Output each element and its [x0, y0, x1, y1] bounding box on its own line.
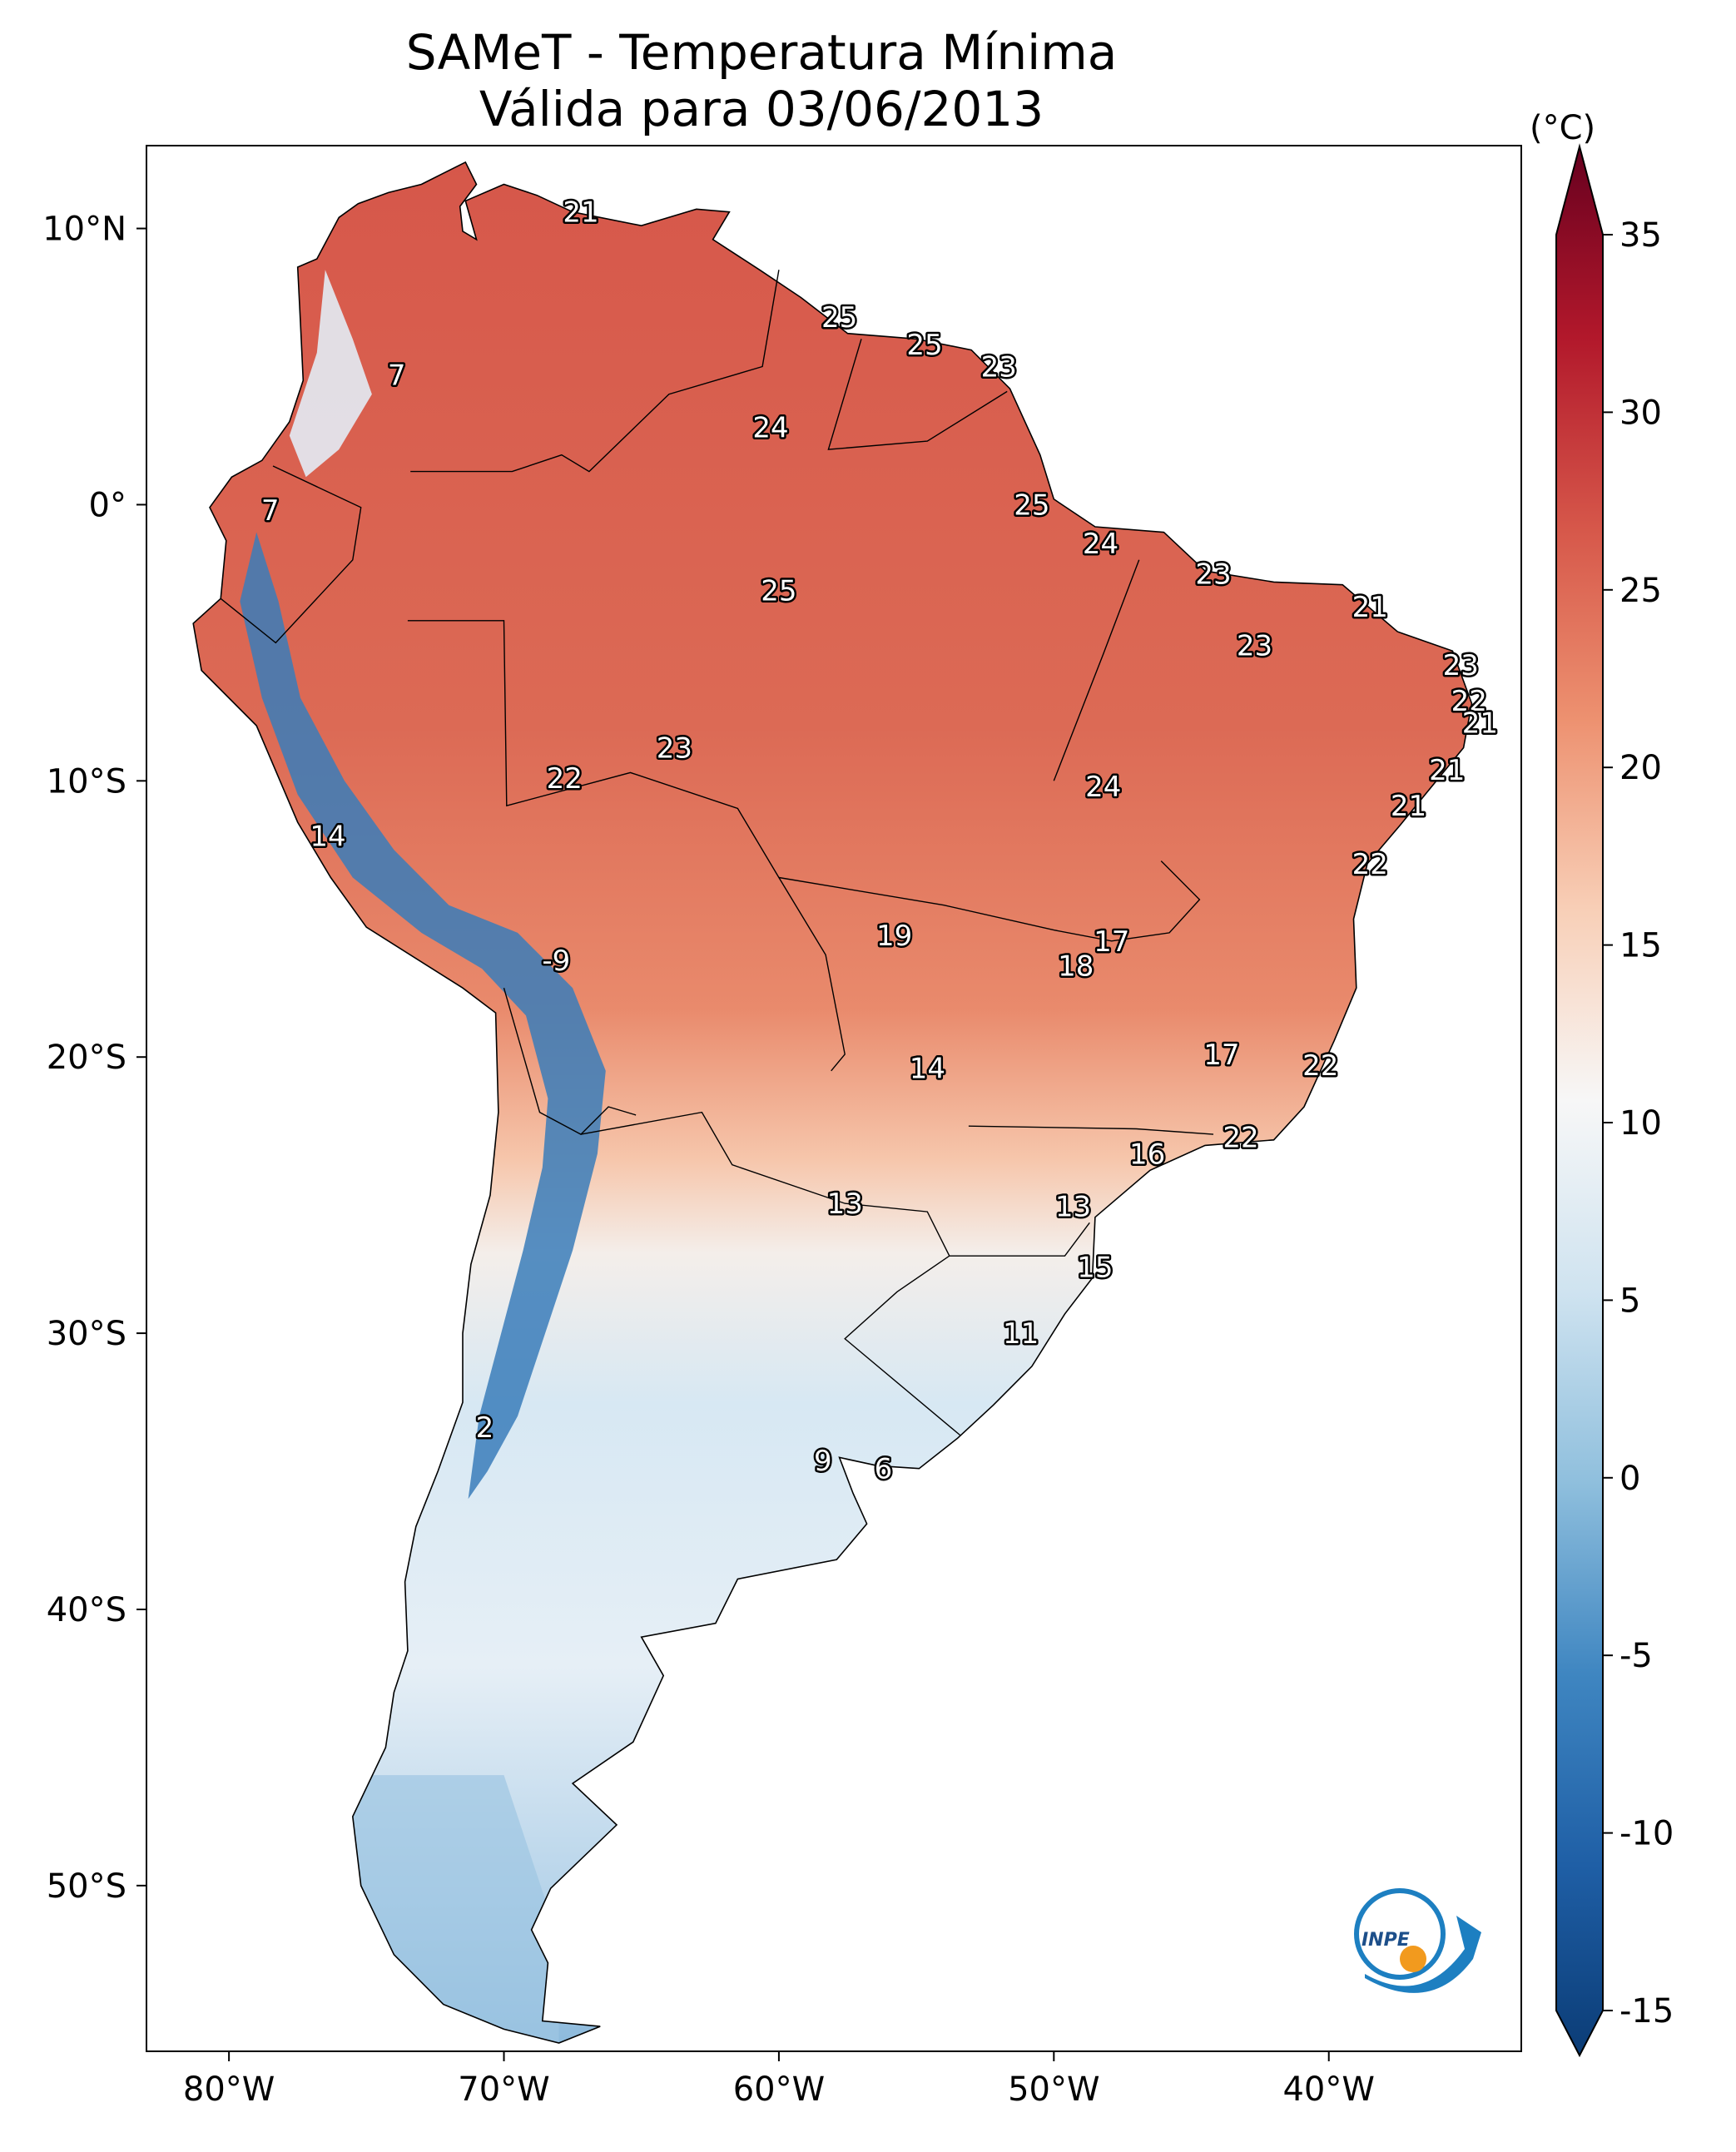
station-value-label: 2 — [476, 1411, 494, 1445]
lat-tick-label: 10°S — [47, 762, 126, 801]
colorbar-tick-label: 30 — [1619, 394, 1662, 432]
border-line — [407, 620, 846, 1072]
logo-text: INPE — [1362, 1930, 1410, 1951]
border-line — [580, 1111, 961, 1436]
coastline — [192, 161, 1473, 2044]
lat-tick-label: 20°S — [47, 1039, 126, 1077]
station-value-label: 13 — [827, 1188, 863, 1221]
station-value-label: 22 — [1352, 848, 1388, 881]
lat-tick-label: 40°S — [47, 1591, 126, 1629]
station-value-label: 25 — [821, 301, 857, 335]
border-line — [949, 1222, 1090, 1257]
border-line — [410, 270, 780, 473]
station-value-label: 21 — [563, 196, 598, 230]
station-value-label: 23 — [981, 351, 1017, 384]
station-value-label: 13 — [1055, 1190, 1091, 1223]
temperature-field — [193, 161, 1472, 2044]
border-line — [220, 465, 362, 644]
station-value-label: 7 — [261, 494, 280, 528]
station-value-label: 7 — [388, 359, 406, 392]
station-value-label: 23 — [1237, 630, 1272, 663]
lon-tick-label: 60°W — [733, 2070, 825, 2109]
station-value-label: 21 — [1391, 790, 1426, 823]
border-line — [503, 988, 637, 1135]
station-value-label: 18 — [1058, 950, 1094, 984]
station-value-label: 21 — [1462, 707, 1498, 741]
lon-tick-label: 50°W — [1008, 2070, 1099, 2109]
station-value-label: -9 — [542, 945, 570, 978]
station-value-label: 21 — [1352, 591, 1388, 624]
andes-cold-zone — [240, 532, 606, 1500]
colorbar-tick-label: -10 — [1619, 1815, 1674, 1853]
border-line — [968, 1125, 1214, 1135]
logo-orbit-icon — [1354, 1888, 1446, 1980]
station-value-label: 14 — [310, 821, 345, 854]
colorbar-tick-label: 15 — [1619, 927, 1662, 965]
logo-arrow-icon — [1365, 1916, 1481, 1993]
lon-tick-label: 40°W — [1282, 2070, 1374, 2109]
colorbar-tick-label: 20 — [1619, 749, 1662, 787]
inpe-logo: INPE — [1354, 1888, 1481, 1993]
station-value-label: 23 — [1195, 558, 1231, 591]
colorbar-tick-label: 5 — [1619, 1282, 1640, 1320]
land-mass — [193, 161, 1472, 2044]
logo-sun-icon — [1400, 1946, 1426, 1972]
station-value-label: 25 — [761, 574, 796, 607]
colorbar-tick-label: -5 — [1619, 1637, 1653, 1675]
station-value-label: 23 — [657, 732, 692, 766]
station-value-label: 9 — [814, 1445, 832, 1478]
station-value-label: 23 — [1443, 649, 1479, 682]
map-subtitle: Válida para 03/06/2013 — [479, 81, 1044, 137]
colorbar-tick-label: 10 — [1619, 1104, 1662, 1143]
station-value-label: 22 — [1302, 1049, 1338, 1083]
station-value-label: 25 — [1014, 488, 1049, 522]
border-line — [1053, 559, 1140, 781]
station-value-label: 24 — [1083, 528, 1118, 561]
station-value-label: 22 — [1451, 685, 1487, 718]
colorbar-tick-label: 0 — [1619, 1460, 1640, 1498]
colorbar: 35 30 25 20 15 10 5 0 -5 -10 -15 — [1555, 143, 1674, 2058]
colorbar-scale — [1555, 143, 1604, 2058]
northern-andes-cool-zone — [289, 270, 372, 478]
station-value-label: 14 — [910, 1052, 945, 1085]
colorbar-ticks: 35 30 25 20 15 10 5 0 -5 -10 -15 — [1603, 216, 1674, 2031]
station-value-label: 16 — [1129, 1138, 1165, 1171]
colorbar-tick-label: 35 — [1619, 216, 1662, 255]
station-value-label: 17 — [1094, 925, 1129, 959]
lat-tick-label: 50°S — [47, 1867, 126, 1906]
lat-tick-label: 10°N — [42, 211, 126, 249]
country-borders — [192, 161, 1473, 2044]
station-value-label: 19 — [876, 920, 912, 953]
colorbar-tick-label: -15 — [1619, 1992, 1674, 2031]
station-value-label: 21 — [1429, 754, 1465, 787]
border-line — [827, 339, 1008, 450]
colorbar-tick-label: 25 — [1619, 572, 1662, 610]
station-value-label: 24 — [752, 412, 788, 445]
latitude-ticks: 10°N 0° 10°S 20°S 30°S 40°S 50°S — [42, 211, 146, 1906]
border-line — [778, 860, 1201, 942]
station-value-label: 24 — [1085, 771, 1121, 804]
station-value-label: 17 — [1203, 1039, 1239, 1072]
lat-tick-label: 0° — [89, 486, 126, 524]
station-value-label: 25 — [906, 329, 942, 362]
lon-tick-label: 70°W — [458, 2070, 549, 2109]
lon-tick-label: 80°W — [183, 2070, 275, 2109]
colorbar-unit: (°C) — [1530, 109, 1596, 147]
station-value-label: 22 — [547, 762, 583, 796]
station-value-label: 15 — [1077, 1251, 1113, 1284]
station-value-label: 22 — [1223, 1121, 1258, 1154]
station-value-label: 11 — [1003, 1317, 1039, 1351]
station-value-label: 6 — [875, 1453, 893, 1486]
longitude-ticks: 80°W 70°W 60°W 50°W 40°W — [183, 2051, 1375, 2109]
map-title: SAMeT - Temperatura Mínima — [405, 24, 1118, 81]
lat-tick-label: 30°S — [47, 1315, 126, 1353]
map-frame — [146, 145, 1522, 2052]
